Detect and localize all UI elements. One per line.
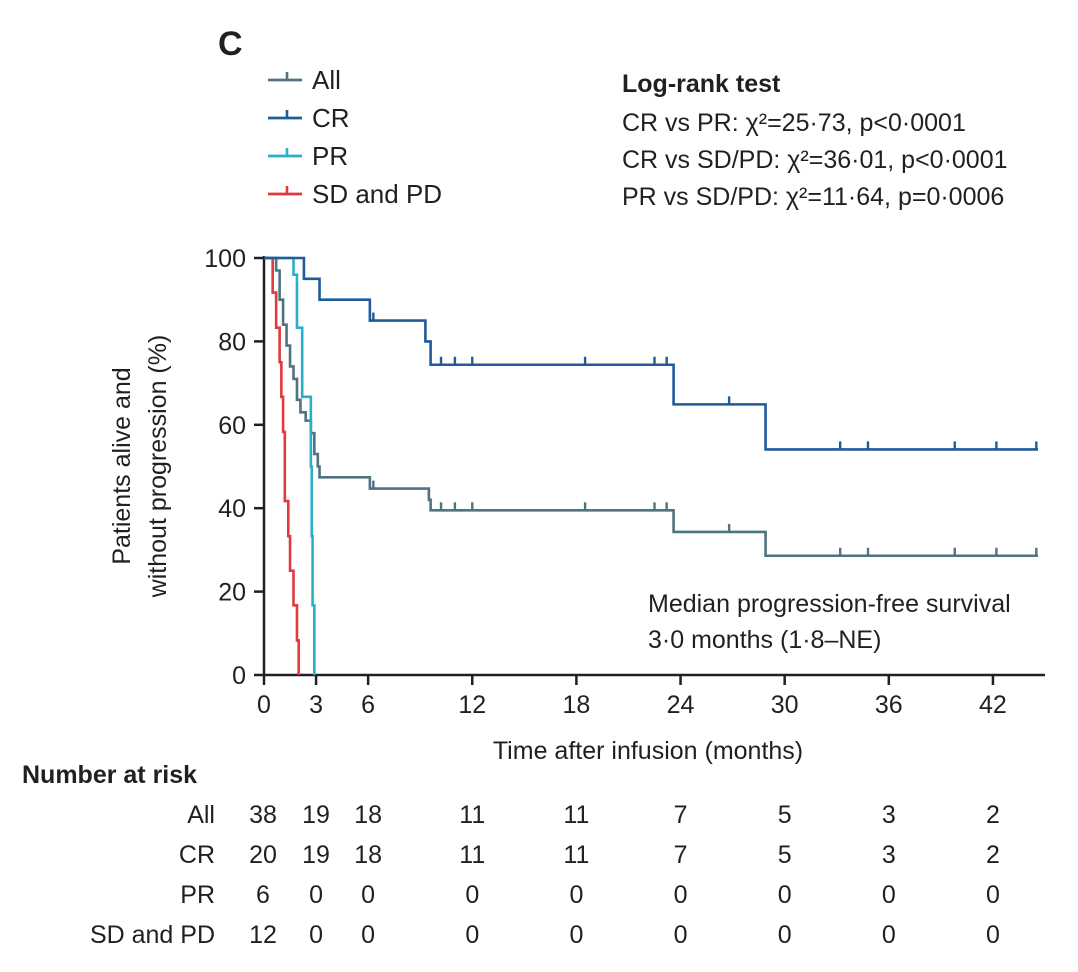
risk-row-pr: PR 6 0 0 0 0 0 0 0 0 (180, 881, 1000, 909)
risk-value: 19 (302, 841, 330, 869)
risk-value: 11 (459, 801, 485, 829)
survival-curves (264, 256, 1039, 675)
series-sd-and-pd (264, 256, 301, 675)
risk-value: 11 (563, 801, 589, 829)
risk-value: 19 (302, 801, 330, 829)
x-tick-label-36: 36 (875, 691, 903, 719)
risk-table-title: Number at risk (22, 761, 197, 789)
risk-value: 18 (354, 841, 382, 869)
y-axis-label-line2: without progression (%) (144, 335, 172, 599)
risk-value: 38 (249, 801, 277, 829)
risk-value: 11 (459, 841, 485, 869)
legend-item-all: All (268, 65, 341, 95)
risk-value: 7 (674, 841, 688, 869)
x-tick-label-18: 18 (562, 691, 590, 719)
risk-value: 7 (674, 801, 688, 829)
curve-pr (264, 256, 316, 675)
risk-row-sd-and-pd: SD and PD 12 0 0 0 0 0 0 0 0 (90, 921, 1000, 949)
risk-value: 5 (778, 841, 792, 869)
risk-value: 6 (256, 881, 270, 909)
series-pr (264, 256, 316, 675)
y-tick-label-20: 20 (218, 579, 246, 607)
risk-value: 2 (986, 841, 1000, 869)
x-tick-label-42: 42 (979, 691, 1007, 719)
legend: All CR PR SD and PD (268, 65, 442, 209)
y-tick-label-40: 40 (218, 495, 246, 523)
risk-value: 0 (778, 881, 792, 909)
risk-value: 0 (986, 881, 1000, 909)
risk-value: 0 (361, 921, 375, 949)
risk-row-label: PR (180, 881, 215, 909)
stats-box: Log-rank test CR vs PR: χ²=25·73, p<0·00… (622, 70, 1008, 211)
curve-cr (264, 256, 1039, 451)
risk-row-label: CR (179, 841, 215, 869)
x-tick-label-24: 24 (667, 691, 695, 719)
risk-value: 0 (569, 921, 583, 949)
median-annotation-line1: Median progression-free survival (648, 590, 1011, 618)
risk-value: 0 (882, 921, 896, 949)
risk-value: 18 (354, 801, 382, 829)
risk-value: 3 (882, 801, 896, 829)
curve-all (264, 256, 1039, 558)
y-tick-label-100: 100 (204, 245, 246, 273)
risk-value: 0 (986, 921, 1000, 949)
risk-row-label: All (187, 801, 215, 829)
series-all (264, 256, 1039, 558)
legend-label-pr: PR (312, 141, 348, 171)
legend-item-sd-and-pd: SD and PD (268, 179, 442, 209)
risk-value: 3 (882, 841, 896, 869)
risk-table: All 38 19 18 11 11 7 5 3 2 CR 20 19 18 11 11 7 5 3 2 PR 6 0 0 0 0… (90, 801, 1000, 949)
risk-row-label: SD and PD (90, 921, 215, 949)
stats-line-cr-vs-sdpd: CR vs SD/PD: χ²=36·01, p<0·0001 (622, 146, 1008, 174)
x-axis-label: Time after infusion (months) (493, 737, 803, 765)
risk-value: 12 (249, 921, 277, 949)
legend-item-cr: CR (268, 103, 350, 133)
risk-value: 0 (361, 881, 375, 909)
risk-value: 5 (778, 801, 792, 829)
x-tick-label-6: 6 (361, 691, 375, 719)
risk-value: 11 (563, 841, 589, 869)
risk-value: 0 (778, 921, 792, 949)
series-cr (264, 256, 1039, 451)
risk-value: 0 (882, 881, 896, 909)
risk-value: 0 (674, 921, 688, 949)
x-tick-label-0: 0 (257, 691, 271, 719)
risk-row-all: All 38 19 18 11 11 7 5 3 2 (187, 801, 1000, 829)
risk-value: 0 (674, 881, 688, 909)
y-axis-label-line1: Patients alive and (108, 367, 136, 564)
risk-value: 0 (569, 881, 583, 909)
median-annotation-line2: 3·0 months (1·8–NE) (648, 626, 881, 654)
risk-value: 0 (309, 881, 323, 909)
risk-value: 0 (309, 921, 323, 949)
x-tick-label-12: 12 (458, 691, 486, 719)
legend-item-pr: PR (268, 141, 348, 171)
curve-sd-and-pd (264, 256, 301, 675)
y-axis-label: Patients alive and without progression (… (108, 335, 172, 599)
panel-label: C (218, 25, 243, 63)
risk-value: 0 (465, 881, 479, 909)
stats-line-pr-vs-sdpd: PR vs SD/PD: χ²=11·64, p=0·0006 (622, 183, 1004, 211)
legend-label-cr: CR (312, 103, 350, 133)
risk-value: 0 (465, 921, 479, 949)
risk-value: 20 (249, 841, 277, 869)
legend-label-sd-and-pd: SD and PD (312, 179, 442, 209)
legend-label-all: All (312, 65, 341, 95)
x-tick-label-3: 3 (309, 691, 323, 719)
risk-row-cr: CR 20 19 18 11 11 7 5 3 2 (179, 841, 1000, 869)
y-tick-label-0: 0 (232, 662, 246, 690)
y-tick-label-60: 60 (218, 412, 246, 440)
stats-line-cr-vs-pr: CR vs PR: χ²=25·73, p<0·0001 (622, 109, 966, 137)
y-tick-label-80: 80 (218, 328, 246, 356)
x-tick-label-30: 30 (771, 691, 799, 719)
stats-title: Log-rank test (622, 70, 781, 98)
risk-value: 2 (986, 801, 1000, 829)
